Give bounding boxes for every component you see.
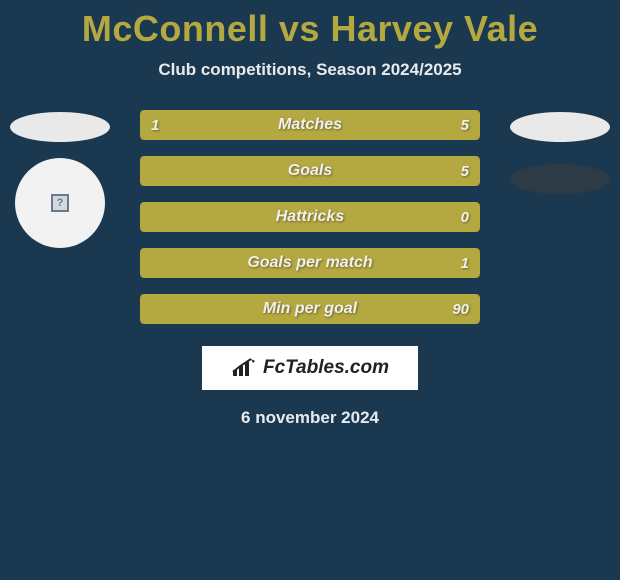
club-badge-left: ? — [15, 158, 105, 248]
comparison-content: ? 1 Matches 5 Goals 5 Hattricks 0 — [0, 110, 620, 428]
page-title: McConnell vs Harvey Vale — [0, 0, 620, 50]
page-subtitle: Club competitions, Season 2024/2025 — [0, 60, 620, 80]
stat-bar: Hattricks 0 — [140, 202, 480, 232]
stat-bar: 1 Matches 5 — [140, 110, 480, 140]
brand-text: FcTables.com — [263, 357, 389, 379]
club-avatar-right — [510, 164, 610, 194]
stat-value-right: 5 — [461, 163, 469, 180]
stat-label: Goals per match — [141, 254, 479, 272]
stat-bar: Goals 5 — [140, 156, 480, 186]
brand-badge: FcTables.com — [202, 346, 418, 390]
date-label: 6 november 2024 — [0, 408, 620, 428]
player-avatar-left — [10, 112, 110, 142]
chart-icon — [231, 358, 257, 378]
stat-value-right: 0 — [461, 209, 469, 226]
left-player-column: ? — [10, 110, 110, 248]
stat-label: Goals — [141, 162, 479, 180]
right-player-column — [510, 110, 610, 194]
stat-value-right: 90 — [452, 301, 469, 318]
stat-label: Matches — [141, 116, 479, 134]
stat-bar: Min per goal 90 — [140, 294, 480, 324]
stats-bars: 1 Matches 5 Goals 5 Hattricks 0 Goals pe… — [140, 110, 480, 324]
stat-label: Hattricks — [141, 208, 479, 226]
player-avatar-right — [510, 112, 610, 142]
stat-value-right: 5 — [461, 117, 469, 134]
stat-label: Min per goal — [141, 300, 479, 318]
stat-value-right: 1 — [461, 255, 469, 272]
club-badge-placeholder-icon: ? — [51, 194, 69, 212]
stat-bar: Goals per match 1 — [140, 248, 480, 278]
